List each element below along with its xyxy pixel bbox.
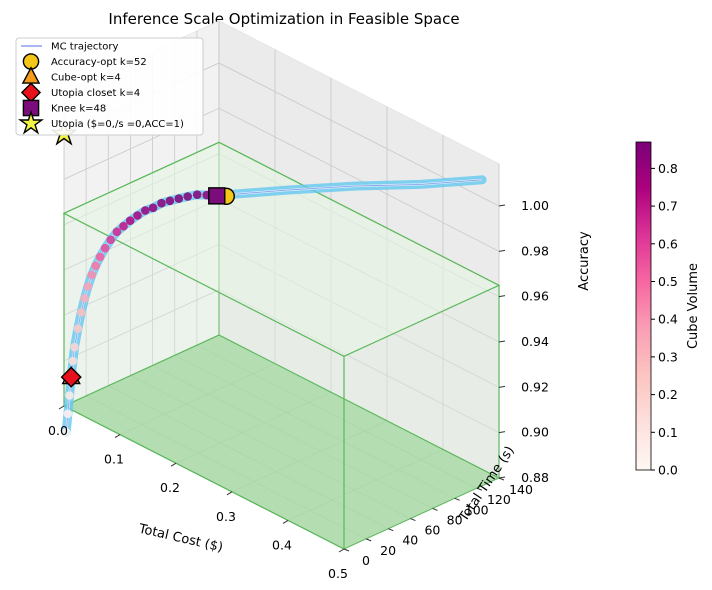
- colorbar-tick-label: 0.8: [658, 161, 678, 176]
- trajectory-point: [192, 190, 202, 199]
- y-tick-label: 100: [465, 502, 489, 517]
- trajectory-point: [106, 235, 115, 245]
- y-tick-mark: [454, 497, 460, 501]
- x-tick-mark: [338, 548, 345, 553]
- colorbar-tick-label: 0.4: [658, 312, 678, 327]
- z-tick-label: 0.96: [521, 289, 549, 304]
- legend-item-utopia-closest: Utopia closet k=4: [51, 88, 140, 99]
- legend-item-knee: Knee k=48: [51, 104, 106, 115]
- x-tick-mark: [226, 491, 233, 496]
- x-tick-label: 0.4: [272, 537, 292, 552]
- y-tick-mark: [365, 538, 372, 542]
- y-tick-label: 80: [447, 512, 463, 527]
- trajectory-point: [91, 261, 100, 271]
- z-gridline: [63, 107, 500, 252]
- z-tick-mark: [498, 385, 506, 388]
- z-tick-label: 1.00: [521, 198, 549, 213]
- trajectory-point: [63, 409, 73, 419]
- z-tick-mark: [498, 295, 506, 298]
- trajectory-point: [95, 252, 105, 262]
- trajectory-point: [174, 194, 184, 203]
- colorbar-tick-label: 0.0: [658, 463, 678, 478]
- x-tick-mark: [114, 434, 121, 439]
- y-tick-label: 60: [424, 523, 440, 538]
- y-tick-mark: [410, 518, 416, 522]
- trajectory-point: [148, 203, 158, 213]
- legend-item-trajectory: MC trajectory: [51, 42, 119, 53]
- trajectory-point: [141, 206, 150, 215]
- y-tick-label: 120: [487, 492, 511, 507]
- colorbar-tick-label: 0.7: [658, 199, 678, 214]
- x-axis-label: Total Cost ($): [136, 521, 224, 555]
- trajectory-point: [87, 270, 97, 280]
- z-tick-label: 0.94: [521, 334, 549, 349]
- trajectory-point: [112, 227, 122, 237]
- knee-marker: [208, 187, 226, 205]
- trajectory-point: [183, 192, 192, 201]
- x-tick-label: 0.2: [160, 480, 180, 495]
- trajectory-point: [133, 211, 142, 220]
- legend-item-accuracy-opt: Accuracy-opt k=52: [51, 57, 147, 68]
- colorbar-label: Cube Volume: [686, 263, 701, 349]
- trajectory-point: [157, 198, 166, 208]
- z-tick-mark: [498, 476, 506, 479]
- x-tick-mark: [58, 405, 65, 410]
- legend: MC trajectory Accuracy-opt k=52 Cube-opt k…: [15, 37, 204, 136]
- utopia-closest-marker: [60, 366, 82, 388]
- legend-item-utopia: Utopia ($=0,/s =0,ACC=1): [51, 119, 184, 130]
- trajectory-point: [165, 196, 175, 206]
- x-tick-label: 0.5: [328, 566, 348, 581]
- trajectory-point: [100, 243, 110, 253]
- trajectory-point: [61, 427, 71, 437]
- x-tick-mark: [170, 462, 177, 467]
- trajectory-point: [125, 216, 135, 225]
- x-tick-mark: [282, 519, 289, 524]
- y-tick-mark: [476, 487, 483, 491]
- y-tick-label: 0: [362, 553, 370, 568]
- colorbar-tick-label: 0.1: [658, 425, 678, 440]
- trajectory-point: [68, 356, 78, 366]
- z-tick-mark: [498, 431, 506, 434]
- colorbar-tick-label: 0.5: [658, 274, 678, 289]
- trajectory-point: [73, 324, 83, 333]
- y-tick-label: 140: [509, 482, 533, 497]
- y-tick-mark: [343, 548, 350, 552]
- trajectory-point: [76, 308, 86, 317]
- z-tick-mark: [498, 340, 506, 343]
- colorbar-tick-label: 0.6: [658, 236, 678, 251]
- z-tick-label: 0.92: [521, 379, 549, 394]
- chart-title: Inference Scale Optimization in Feasible…: [108, 10, 459, 28]
- z-tick-mark: [498, 249, 506, 252]
- legend-item-cube-opt: Cube-opt k=4: [51, 73, 121, 84]
- trajectory-point: [83, 282, 93, 291]
- trajectory-point: [119, 221, 128, 231]
- colorbar-scale: [635, 141, 652, 471]
- trajectory-point: [70, 342, 79, 352]
- legend-marker-swatch: [18, 109, 44, 135]
- y-tick-label: 40: [402, 533, 418, 548]
- colorbar: 0.0 0.1 0.2 0.3 0.4 0.5 0.6 0.7 0.8: [635, 141, 678, 478]
- z-tick-label: 0.88: [521, 470, 549, 485]
- z-tick-label: 0.90: [521, 425, 549, 440]
- legend-frame: [15, 37, 204, 136]
- y-tick-mark: [388, 528, 394, 532]
- x-tick-label: 0.3: [216, 509, 236, 524]
- z-tick-mark: [498, 204, 506, 207]
- y-tick-mark: [432, 507, 438, 511]
- z-tick-label: 0.98: [521, 243, 549, 258]
- axis-ticks: 0.0 0.1 0.2 0.3 0.4 0.5 0 20 40 60 801001201400.88…: [48, 198, 549, 581]
- trajectory-point: [65, 391, 74, 400]
- x-tick-label: 0.0: [48, 423, 68, 438]
- x-tick-label: 0.1: [104, 452, 124, 467]
- y-tick-label: 20: [380, 543, 396, 558]
- colorbar-tick-label: 0.2: [658, 387, 678, 402]
- feasible-box-edge: [63, 405, 345, 550]
- trajectory-point: [80, 294, 89, 303]
- z-axis-label: Accuracy: [577, 231, 592, 291]
- colorbar-tick-label: 0.3: [658, 349, 678, 364]
